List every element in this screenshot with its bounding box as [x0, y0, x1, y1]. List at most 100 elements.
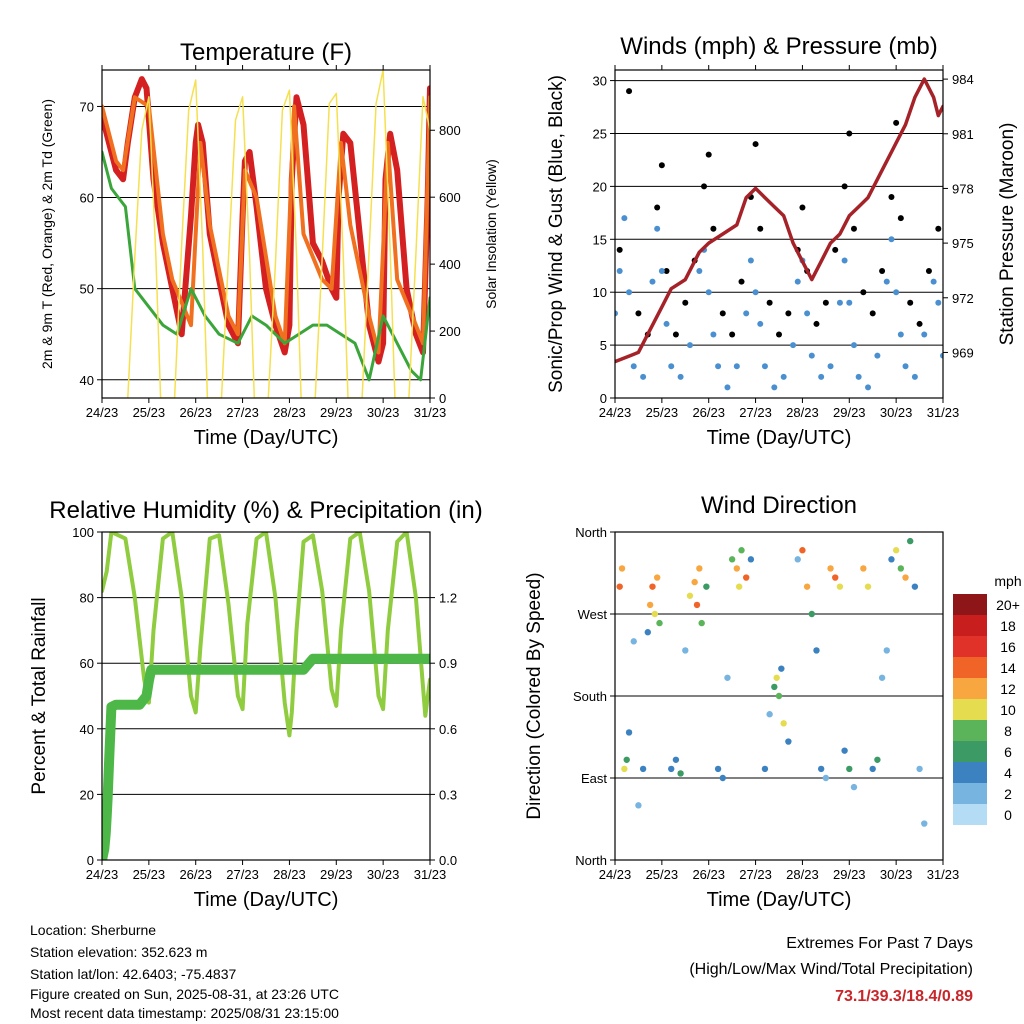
temperature-y2tick-label: 600: [439, 190, 461, 205]
humidity-ytick-label: 100: [72, 525, 94, 540]
winds-point: [682, 299, 689, 306]
winds-point: [940, 352, 943, 359]
humidity-xtick-label: 28/23: [273, 867, 306, 882]
humidity-series-line: [102, 532, 430, 738]
humidity-frame: [101, 531, 431, 861]
winds-point: [841, 257, 848, 264]
winds-point: [888, 236, 895, 243]
wind_direction-direction-point: [668, 765, 675, 773]
humidity-ylabel: Percent & Total Rainfall: [29, 597, 50, 794]
winds-point: [897, 331, 904, 338]
temperature-y2tick-label: 400: [439, 257, 461, 272]
wind_direction-direction-point: [621, 765, 628, 773]
wind_direction-direction-point: [743, 574, 750, 581]
winds-point: [757, 320, 764, 327]
extremes-title: Extremes For Past 7 Days: [786, 935, 973, 952]
winds-point: [822, 299, 829, 306]
winds-point: [836, 299, 843, 306]
humidity-title: Relative Humidity (%) & Precipitation (i…: [49, 497, 482, 524]
colorbar-label: 6: [1004, 744, 1012, 760]
winds-point: [733, 363, 740, 370]
humidity-series-line: [102, 653, 430, 860]
temperature-y2tick-label: 200: [439, 324, 461, 339]
wind_direction-direction-point: [916, 765, 923, 773]
colorbar-swatch: [953, 699, 987, 720]
wind_direction-ytick-label: East: [581, 771, 607, 786]
colorbar-label: 18: [1000, 618, 1016, 634]
temperature-plot-area: [102, 70, 430, 398]
wind_direction-ytick-label: South: [573, 689, 607, 704]
colorbar-label: 14: [1000, 660, 1016, 676]
temperature-ytick-label: 50: [80, 282, 94, 297]
temperature-series-line: [102, 95, 430, 355]
colorbar-swatch: [953, 615, 987, 636]
wind_direction-direction-point: [822, 774, 830, 782]
winds-point: [930, 278, 937, 285]
wind_direction-direction-point: [803, 583, 811, 590]
winds-point: [813, 320, 820, 327]
wind_direction-direction-point: [841, 747, 848, 754]
colorbar-swatch: [953, 678, 987, 699]
winds-point: [790, 342, 797, 349]
winds-point: [705, 289, 712, 296]
winds-point: [827, 363, 834, 370]
winds-point: [663, 268, 670, 275]
temperature-ytick-label: 40: [80, 373, 94, 388]
wind_direction-direction-point: [860, 565, 867, 572]
winds-xtick-label: 27/23: [739, 405, 772, 420]
wind_direction-direction-point: [719, 774, 726, 782]
location-text: Location: Sherburne: [30, 922, 157, 938]
winds-series-line: [615, 77, 943, 364]
winds-point: [850, 342, 857, 349]
wind_direction-direction-point: [846, 765, 853, 773]
winds-point: [911, 373, 918, 380]
humidity-ytick-label: 60: [80, 656, 94, 671]
winds-point: [804, 310, 811, 317]
winds-xtick-label: 25/23: [646, 405, 679, 420]
humidity-xtick-label: 30/23: [367, 867, 400, 882]
winds-point: [818, 373, 825, 380]
wind_direction-direction-point: [778, 665, 785, 672]
wind_direction-direction-point: [827, 565, 834, 572]
humidity-xtick-label: 24/23: [86, 867, 119, 882]
wind_direction-direction-point: [672, 756, 680, 763]
wind_direction-direction-point: [808, 610, 815, 618]
wind_direction-direction-point: [813, 647, 820, 654]
wind_direction-direction-point: [817, 765, 825, 773]
winds-ytick-label: 20: [593, 179, 607, 194]
winds-point: [925, 268, 932, 275]
humidity-ytick-label: 0: [87, 853, 94, 868]
wind_direction-direction-point: [921, 820, 928, 827]
colorbar-swatch: [953, 762, 987, 783]
winds-xtick-label: 30/23: [880, 405, 913, 420]
wind_direction-ylabel: Direction (Colored By Speed): [524, 572, 545, 819]
colorbar-label: 4: [1004, 765, 1012, 781]
humidity-y2tick-label: 0.0: [439, 853, 457, 868]
wind_direction-direction-point: [888, 556, 895, 563]
winds-y2tick-label: 972: [952, 291, 974, 306]
temperature-xtick-label: 30/23: [367, 405, 400, 420]
colorbar-swatch: [953, 594, 987, 615]
winds-point: [935, 225, 942, 232]
winds-point: [738, 278, 745, 285]
winds-point: [621, 215, 628, 222]
winds-point: [766, 299, 773, 306]
winds-point: [785, 310, 792, 317]
temperature-ytick-label: 70: [80, 99, 94, 114]
winds-point: [860, 289, 867, 296]
winds-xtick-label: 29/23: [833, 405, 866, 420]
humidity-y2tick-label: 0.9: [439, 656, 457, 671]
winds-point: [935, 299, 942, 306]
temperature-series-line: [127, 70, 430, 398]
humidity-xtick-label: 29/23: [320, 867, 353, 882]
wind_direction-direction-point: [714, 765, 722, 773]
winds-point: [874, 352, 881, 359]
winds-point: [626, 289, 633, 296]
colorbar-label: 12: [1000, 681, 1016, 697]
wind_direction-xtick-label: 26/23: [692, 867, 725, 882]
wind_direction-direction-point: [651, 610, 659, 618]
wind_direction-direction-point: [696, 565, 703, 572]
winds-point: [846, 299, 853, 306]
winds-point: [855, 373, 862, 380]
wind_direction-direction-point: [644, 629, 651, 636]
